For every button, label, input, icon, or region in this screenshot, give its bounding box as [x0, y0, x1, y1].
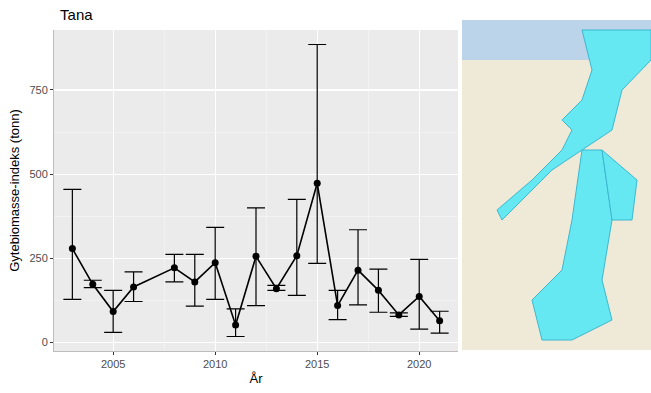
svg-text:2010: 2010	[203, 358, 227, 370]
svg-text:Tana: Tana	[60, 6, 93, 23]
svg-text:2020: 2020	[407, 358, 431, 370]
svg-text:250: 250	[29, 252, 47, 264]
svg-text:Gytebiomasse-indeks (tonn): Gytebiomasse-indeks (tonn)	[7, 109, 22, 272]
svg-text:År: År	[250, 371, 264, 386]
svg-text:2015: 2015	[305, 358, 329, 370]
svg-text:500: 500	[29, 168, 47, 180]
svg-text:750: 750	[29, 84, 47, 96]
svg-text:2005: 2005	[101, 358, 125, 370]
svg-text:0: 0	[42, 336, 48, 348]
